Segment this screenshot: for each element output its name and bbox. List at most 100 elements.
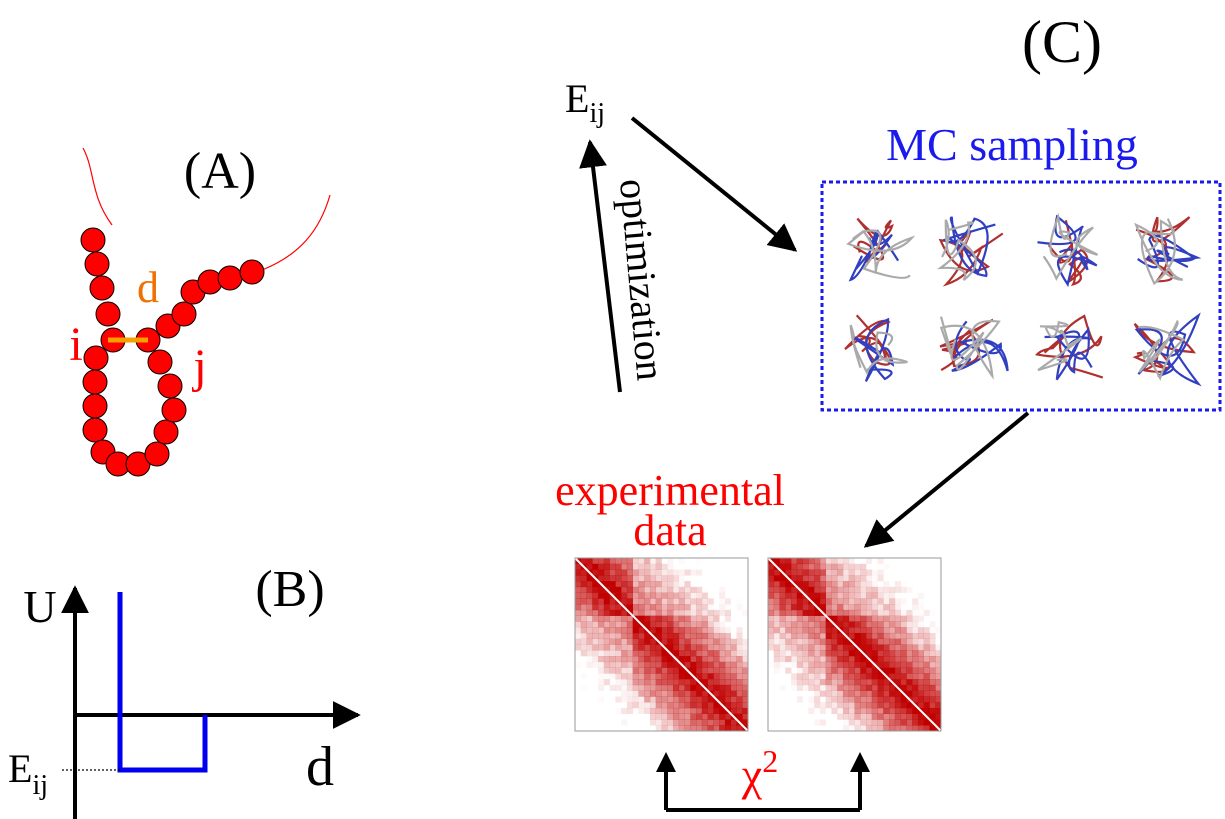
map-cell [797,621,803,627]
map-cell [855,570,861,576]
map-cell [935,668,941,674]
map-cell [935,679,941,685]
map-cell [855,633,861,639]
map-cell [713,656,719,662]
map-cell [633,581,639,587]
map-cell [656,604,662,610]
map-cell [791,702,797,708]
map-cell [860,633,866,639]
map-cell [679,581,685,587]
map-cell [604,650,610,656]
map-cell [866,645,872,651]
map-cell [679,610,685,616]
map-cell [866,564,872,570]
map-cell [872,679,878,685]
map-cell [929,691,935,697]
map-cell [791,685,797,691]
map-cell [587,558,593,564]
map-cell [708,668,714,674]
map-cell [685,604,691,610]
map-cell [831,691,837,697]
map-cell [901,587,907,593]
map-cell [662,685,668,691]
map-cell [736,668,742,674]
map-cell [826,691,832,697]
map-cell [831,714,837,720]
map-cell [667,604,673,610]
map-cell [791,656,797,662]
map-cell [725,587,731,593]
map-cell [895,691,901,697]
map-cell [855,714,861,720]
map-cell [918,702,924,708]
map-cell [615,633,621,639]
map-cell [797,598,803,604]
map-cell [656,610,662,616]
map-cell [768,702,774,708]
map-cell [918,621,924,627]
map-cell [667,564,673,570]
map-cell [889,714,895,720]
map-cell [604,558,610,564]
map-cell [774,719,780,725]
map-cell [843,610,849,616]
map-cell [598,639,604,645]
map-cell [696,662,702,668]
map-cell [702,668,708,674]
map-cell [820,679,826,685]
map-cell [860,604,866,610]
map-cell [731,604,737,610]
map-cell [731,691,737,697]
map-cell [604,668,610,674]
map-cell [883,564,889,570]
map-cell [598,645,604,651]
map-cell [690,610,696,616]
map-cell [849,575,855,581]
map-cell [808,627,814,633]
map-cell [627,621,633,627]
map-cell [878,702,884,708]
map-cell [736,679,742,685]
map-cell [901,604,907,610]
map-cell [685,627,691,633]
map-cell [615,714,621,720]
map-cell [662,650,668,656]
map-cell [855,662,861,668]
map-cell [696,691,702,697]
map-cell [679,656,685,662]
map-cell [667,593,673,599]
map-cell [575,639,581,645]
map-cell [592,610,598,616]
map-cell [592,719,598,725]
map-cell [785,714,791,720]
map-cell [808,570,814,576]
map-cell [575,673,581,679]
map-cell [696,616,702,622]
map-cell [803,621,809,627]
bead [84,346,108,370]
map-cell [912,725,918,731]
map-cell [656,691,662,697]
map-cell [736,633,742,639]
map-cell [708,570,714,576]
map-cell [736,587,742,593]
map-cell [803,725,809,731]
map-cell [696,570,702,576]
map-cell [633,633,639,639]
map-cell [878,719,884,725]
map-cell [719,685,725,691]
map-cell [662,668,668,674]
map-cell [791,627,797,633]
map-cell [774,639,780,645]
map-cell [860,564,866,570]
map-cell [736,575,742,581]
map-cell [872,575,878,581]
map-cell [685,656,691,662]
map-cell [581,627,587,633]
map-cell [644,668,650,674]
map-cell [768,685,774,691]
map-cell [702,656,708,662]
map-cell [768,708,774,714]
map-cell [855,725,861,731]
map-cell [831,598,837,604]
